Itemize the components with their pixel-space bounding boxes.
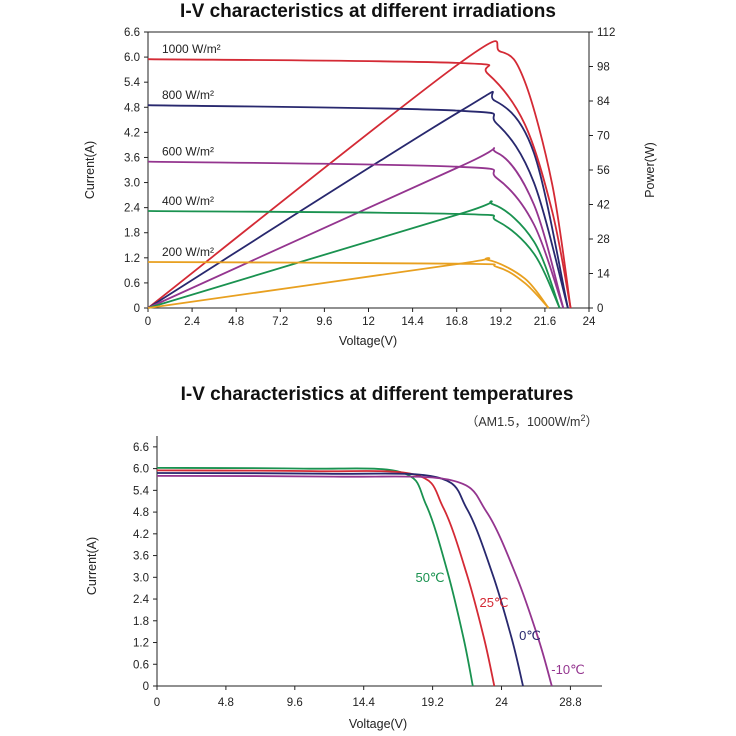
chart1-series-label: 600 W/m²	[162, 145, 214, 159]
chart2-current-curve-0	[156, 467, 474, 687]
chart2-series-label: -10℃	[551, 662, 584, 677]
chart1-x-tick-label: 7.2	[272, 316, 288, 328]
chart1-y2-tick-label: 14	[597, 269, 610, 281]
chart1-current-curves	[147, 58, 572, 309]
chart2-y-tick-label: 5.4	[133, 485, 150, 497]
chart2-series-labels: 50℃ 25℃ 0℃ -10℃	[415, 570, 584, 677]
chart1-y-tick-label: 3.6	[124, 152, 140, 164]
chart1-y-tick-label: 0	[134, 303, 140, 315]
chart1-x-tick-label: 9.6	[316, 316, 332, 328]
chart2-x-axis-label: Voltage(V)	[349, 717, 407, 731]
chart1-x-tick-label: 12	[362, 316, 375, 328]
chart1-y-tick-label: 6.6	[124, 27, 140, 39]
chart1-x-tick-label: 2.4	[184, 316, 201, 328]
chart2-subtitle-end: ）	[585, 415, 598, 429]
chart1-y2-axis-label: Power(W)	[643, 142, 657, 198]
chart1-series-label: 400 W/m²	[162, 194, 214, 208]
chart1-current-curve-3	[147, 210, 561, 309]
chart2-series-label: 50℃	[415, 570, 444, 585]
chart1-y-tick-label: 5.4	[124, 77, 141, 89]
chart1-y-tick-label: 3.0	[124, 178, 140, 190]
chart1-current-curve-1	[147, 104, 569, 309]
chart1-y-tick-label: 2.4	[124, 203, 141, 215]
chart1-series-label: 800 W/m²	[162, 88, 214, 102]
chart1-y-tick-label: 1.2	[124, 253, 140, 265]
chart2-title: I-V characteristics at different tempera…	[181, 384, 574, 405]
chart2-current-curve-2	[156, 472, 524, 687]
chart1-current-curve-0	[147, 58, 572, 309]
chart1-y2-tick-label: 84	[597, 96, 610, 108]
chart1-series-labels: 1000 W/m² 800 W/m² 600 W/m² 400 W/m² 200 W/m…	[162, 42, 221, 259]
chart2-x-tick-label: 24	[495, 697, 508, 709]
chart2-y-tick-label: 2.4	[133, 594, 150, 606]
chart1-current-curve-4	[147, 261, 550, 309]
chart1-y-axis-label: Current(A)	[83, 141, 97, 199]
chart2-x-tick-label: 19.2	[421, 697, 443, 709]
chart1-series-label: 200 W/m²	[162, 245, 214, 259]
chart1-x-tick-label: 21.6	[534, 316, 556, 328]
chart2-y-tick-label: 3.6	[133, 551, 149, 563]
chart2-x-tick-label: 4.8	[218, 697, 234, 709]
chart2-current-curve-3	[156, 475, 553, 687]
chart2-subtitle: （AM1.5，1000W/m2）	[466, 413, 598, 429]
chart1-current-curve-2	[147, 160, 565, 309]
chart2-y-tick-label: 6.6	[133, 442, 149, 454]
chart1-y-ticks: 0 0.6 1.2 1.8 2.4 3.0 3.6 4.2 4.8 5.4 6.0 6.6	[124, 27, 148, 315]
chart2-y-tick-label: 4.2	[133, 529, 149, 541]
chart2-y-tick-label: 4.8	[133, 507, 149, 519]
chart2-x-tick-label: 14.4	[353, 697, 376, 709]
chart1-y-tick-label: 0.6	[124, 278, 140, 290]
chart1-y-tick-label: 4.8	[124, 102, 140, 114]
chart1-y-tick-label: 6.0	[124, 52, 140, 64]
chart1-x-tick-label: 4.8	[228, 316, 244, 328]
chart1-y2-ticks: 0 14 28 42 56 70 84 98 112	[589, 27, 615, 315]
chart2-y-tick-label: 0.6	[133, 659, 149, 671]
chart1-x-axis-label: Voltage(V)	[339, 334, 397, 348]
chart2-x-tick-label: 0	[154, 697, 160, 709]
chart1-x-ticks: 0 2.4 4.8 7.2 9.6 12 14.4 16.8 19.2 21.6 24	[145, 308, 596, 328]
chart1-y2-tick-label: 112	[597, 27, 615, 39]
chart2-x-ticks: 0 4.8 9.6 14.4 19.2 24 28.8	[154, 686, 582, 709]
chart1-power-curve-3	[147, 200, 561, 309]
chart2-y-tick-label: 6.0	[133, 464, 149, 476]
irradiation-chart: I-V characteristics at different irradia…	[83, 1, 657, 348]
chart2-current-curve-1	[156, 469, 496, 687]
chart2-subtitle-sup: 2	[580, 413, 585, 423]
chart1-y2-tick-label: 0	[597, 303, 603, 315]
chart1-series-label: 1000 W/m²	[162, 42, 221, 56]
chart2-y-axis-label: Current(A)	[85, 537, 99, 595]
chart1-y-tick-label: 1.8	[124, 228, 140, 240]
chart1-y2-tick-label: 28	[597, 234, 610, 246]
chart2-series-label: 0℃	[519, 628, 541, 643]
chart2-x-tick-label: 9.6	[287, 697, 303, 709]
chart1-power-curve-0	[147, 40, 572, 309]
chart1-x-tick-label: 24	[583, 316, 596, 328]
chart1-power-curves	[147, 40, 572, 309]
chart1-y-tick-label: 4.2	[124, 127, 140, 139]
chart1-x-tick-label: 16.8	[446, 316, 468, 328]
chart1-title: I-V characteristics at different irradia…	[180, 1, 556, 22]
temperature-chart: I-V characteristics at different tempera…	[85, 384, 602, 731]
chart1-y2-tick-label: 42	[597, 200, 610, 212]
chart2-x-tick-label: 28.8	[559, 697, 581, 709]
chart2-subtitle-main: （AM1.5，1000W/m	[466, 415, 581, 429]
chart2-y-tick-label: 3.0	[133, 572, 149, 584]
chart2-series-label: 25℃	[479, 595, 508, 610]
chart1-x-tick-label: 0	[145, 316, 151, 328]
chart2-y-tick-label: 1.2	[133, 638, 149, 650]
chart2-y-tick-label: 1.8	[133, 616, 149, 628]
chart1-power-curve-1	[147, 90, 569, 309]
chart2-y-tick-label: 0	[143, 681, 149, 693]
chart2-current-curves	[156, 467, 553, 687]
chart2-y-ticks: 0 0.6 1.2 1.8 2.4 3.0 3.6 4.2 4.8 5.4 6.0 6.6	[133, 442, 157, 693]
chart1-x-tick-label: 14.4	[401, 316, 424, 328]
chart1-power-curve-2	[147, 147, 565, 309]
chart1-y2-tick-label: 70	[597, 131, 610, 143]
chart1-y2-tick-label: 56	[597, 165, 610, 177]
chart1-power-curve-4	[147, 257, 550, 309]
chart1-x-tick-label: 19.2	[490, 316, 512, 328]
chart1-y2-tick-label: 98	[597, 62, 610, 74]
